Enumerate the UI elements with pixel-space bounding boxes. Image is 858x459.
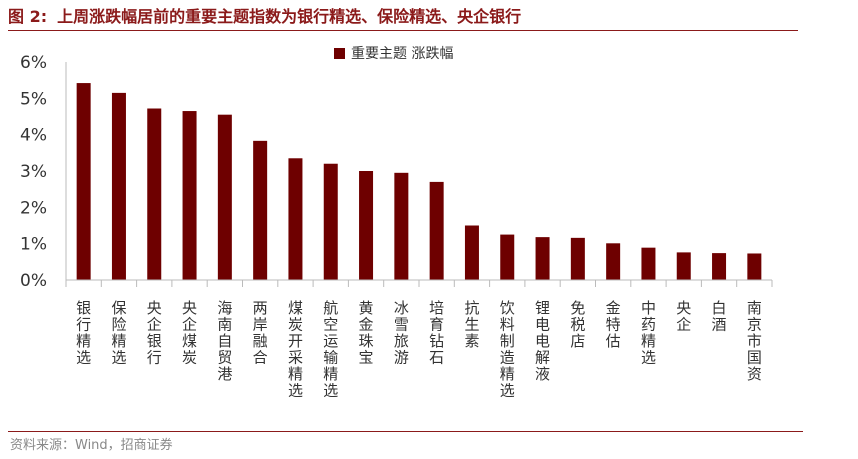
y-tick-label: 0% — [20, 271, 47, 291]
x-tick-label: 央企银行 — [147, 299, 162, 367]
source-divider — [8, 431, 803, 432]
x-tick-label: 两岸融合 — [253, 299, 268, 367]
figure-number: 图 2: — [8, 7, 48, 26]
legend-swatch — [334, 47, 345, 59]
x-tick-label: 中药精选 — [641, 299, 656, 367]
x-tick-label: 央企煤炭 — [182, 299, 197, 367]
bar — [76, 83, 91, 280]
x-tick-label: 抗生素 — [464, 299, 479, 350]
bar — [570, 237, 585, 280]
x-tick-label: 航空运输精选 — [323, 299, 338, 400]
bar — [676, 252, 691, 280]
figure-title: 图 2: 上周涨跌幅居前的重要主题指数为银行精选、保险精选、央企银行 — [8, 4, 798, 31]
y-tick-label: 3% — [20, 162, 47, 182]
x-tick-label: 饮料制造精选 — [500, 299, 515, 400]
bar — [359, 171, 374, 280]
bar — [182, 111, 197, 280]
bar — [217, 114, 232, 280]
bar — [147, 108, 162, 280]
y-tick-label: 4% — [20, 126, 47, 146]
x-tick-label: 锂电电解液 — [535, 299, 550, 383]
bar — [641, 247, 656, 280]
bar — [253, 140, 268, 280]
x-tick-label: 海南自贸港 — [217, 299, 232, 383]
legend-label: 重要主题 涨跌幅 — [351, 46, 454, 62]
bar — [500, 234, 515, 280]
x-tick-label: 保险精选 — [111, 299, 126, 367]
bar — [606, 243, 621, 280]
bar — [111, 92, 126, 280]
bar — [323, 163, 338, 280]
bar — [394, 172, 409, 280]
x-tick-label: 煤炭开采精选 — [288, 299, 303, 400]
x-tick-label: 冰雪旅游 — [394, 299, 409, 367]
bar — [464, 225, 479, 280]
y-tick-label: 2% — [20, 198, 47, 218]
y-tick-label: 1% — [20, 235, 47, 255]
x-tick-label: 南京市国资 — [747, 299, 762, 383]
x-tick-label: 培育钻石 — [429, 299, 444, 367]
x-tick-label: 白酒 — [712, 299, 727, 334]
bar — [535, 237, 550, 280]
bar — [429, 181, 444, 280]
y-tick-label: 5% — [20, 89, 47, 109]
x-tick-label: 银行精选 — [76, 299, 91, 367]
figure-title-text: 上周涨跌幅居前的重要主题指数为银行精选、保险精选、央企银行 — [57, 7, 522, 26]
x-axis: 银行精选 保险精选 央企银行 央企煤炭 海南自贸港 两岸融合 煤炭开采精选 航空运输精选 黄金珠… — [65, 279, 773, 400]
bar — [288, 158, 303, 280]
x-tick-label: 金特估 — [606, 299, 621, 350]
bar — [712, 253, 727, 280]
bar — [747, 253, 762, 280]
x-tick-label: 央企 — [676, 299, 691, 334]
y-axis: 0% 1% 2% 3% 4% 5% 6% — [20, 53, 67, 291]
chart-legend: 重要主题 涨跌幅 — [334, 44, 453, 62]
y-tick-label: 6% — [20, 53, 47, 73]
x-tick-label: 免税店 — [570, 299, 585, 350]
x-tick-label: 黄金珠宝 — [359, 299, 374, 367]
bars — [76, 83, 762, 280]
source-note: 资料来源：Wind，招商证券 — [10, 438, 173, 453]
